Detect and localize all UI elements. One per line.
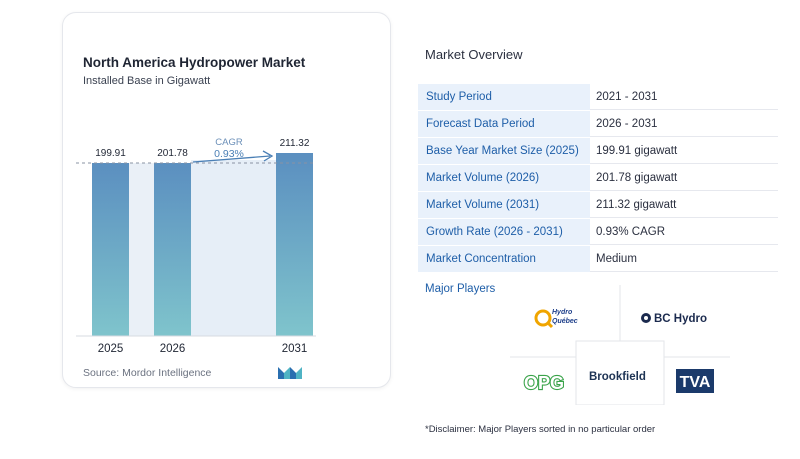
brookfield-logo: Brookfield [589, 371, 646, 383]
cagr-region [191, 160, 276, 336]
major-players-title: Major Players [425, 283, 496, 295]
opg-logo: OPG [524, 373, 564, 393]
x-tick-label: 2025 [98, 343, 124, 355]
overview-row: Market Concentration Medium [418, 246, 778, 273]
disclaimer-text: *Disclaimer: Major Players sorted in no … [425, 424, 656, 435]
overview-row-label: Forecast Data Period [418, 111, 590, 137]
cagr-arrow-head [262, 150, 274, 162]
players-grid: Hydro Québec BC Hydro OPG Brookfield TVA [510, 285, 730, 405]
bar [154, 163, 191, 336]
bc-hydro-text: BC Hydro [654, 313, 707, 325]
overview-row-label: Market Volume (2031) [418, 192, 590, 218]
overview-row-value: 199.91 gigawatt [590, 138, 778, 164]
overview-row-value: 2026 - 2031 [590, 111, 778, 137]
overview-row-label: Study Period [418, 84, 590, 110]
overview-row-label: Market Concentration [418, 246, 590, 272]
x-tick-label: 2031 [282, 343, 308, 355]
overview-row-value: 2021 - 2031 [590, 84, 778, 110]
tva-logo: TVA [676, 369, 714, 393]
overview-row: Base Year Market Size (2025) 199.91 gigaw… [418, 138, 778, 165]
mordor-logo-icon [278, 367, 302, 379]
hydro-quebec-line2: Québec [552, 318, 578, 325]
overview-row-label: Growth Rate (2026 - 2031) [418, 219, 590, 245]
bar [276, 153, 313, 336]
cagr-label: CAGR [215, 137, 243, 148]
bc-hydro-logo: BC Hydro [641, 313, 707, 325]
hydro-quebec-logo: Hydro Québec [534, 309, 578, 329]
gap-region [129, 163, 154, 336]
chart-subtitle: Installed Base in Gigawatt [83, 75, 211, 87]
overview-row: Growth Rate (2026 - 2031) 0.93% CAGR [418, 219, 778, 246]
bar-value-label: 199.91 [95, 148, 126, 159]
overview-row-label: Base Year Market Size (2025) [418, 138, 590, 164]
overview-row-value: 211.32 gigawatt [590, 192, 778, 218]
bar [92, 163, 129, 336]
cagr-arrow [192, 155, 271, 163]
overview-row-value: Medium [590, 246, 778, 272]
overview-table: Study Period 2021 - 2031 Forecast Data Per… [418, 84, 778, 273]
overview-row-value: 0.93% CAGR [590, 219, 778, 245]
chart-title: North America Hydropower Market [83, 55, 306, 70]
bar-value-label: 211.32 [280, 138, 310, 149]
overview-row: Forecast Data Period 2026 - 2031 [418, 111, 778, 138]
overview-title: Market Overview [425, 47, 523, 62]
x-tick-label: 2026 [160, 343, 186, 355]
source-text: Source: Mordor Intelligence [83, 367, 212, 379]
cagr-value: 0.93% [214, 148, 244, 160]
overview-row: Market Volume (2026) 201.78 gigawatt [418, 165, 778, 192]
overview-row: Study Period 2021 - 2031 [418, 84, 778, 111]
overview-row-label: Market Volume (2026) [418, 165, 590, 191]
overview-row: Market Volume (2031) 211.32 gigawatt [418, 192, 778, 219]
overview-row-value: 201.78 gigawatt [590, 165, 778, 191]
hydro-quebec-line1: Hydro [552, 309, 573, 316]
tva-text: TVA [680, 374, 711, 391]
bar-value-label: 201.78 [157, 148, 188, 159]
